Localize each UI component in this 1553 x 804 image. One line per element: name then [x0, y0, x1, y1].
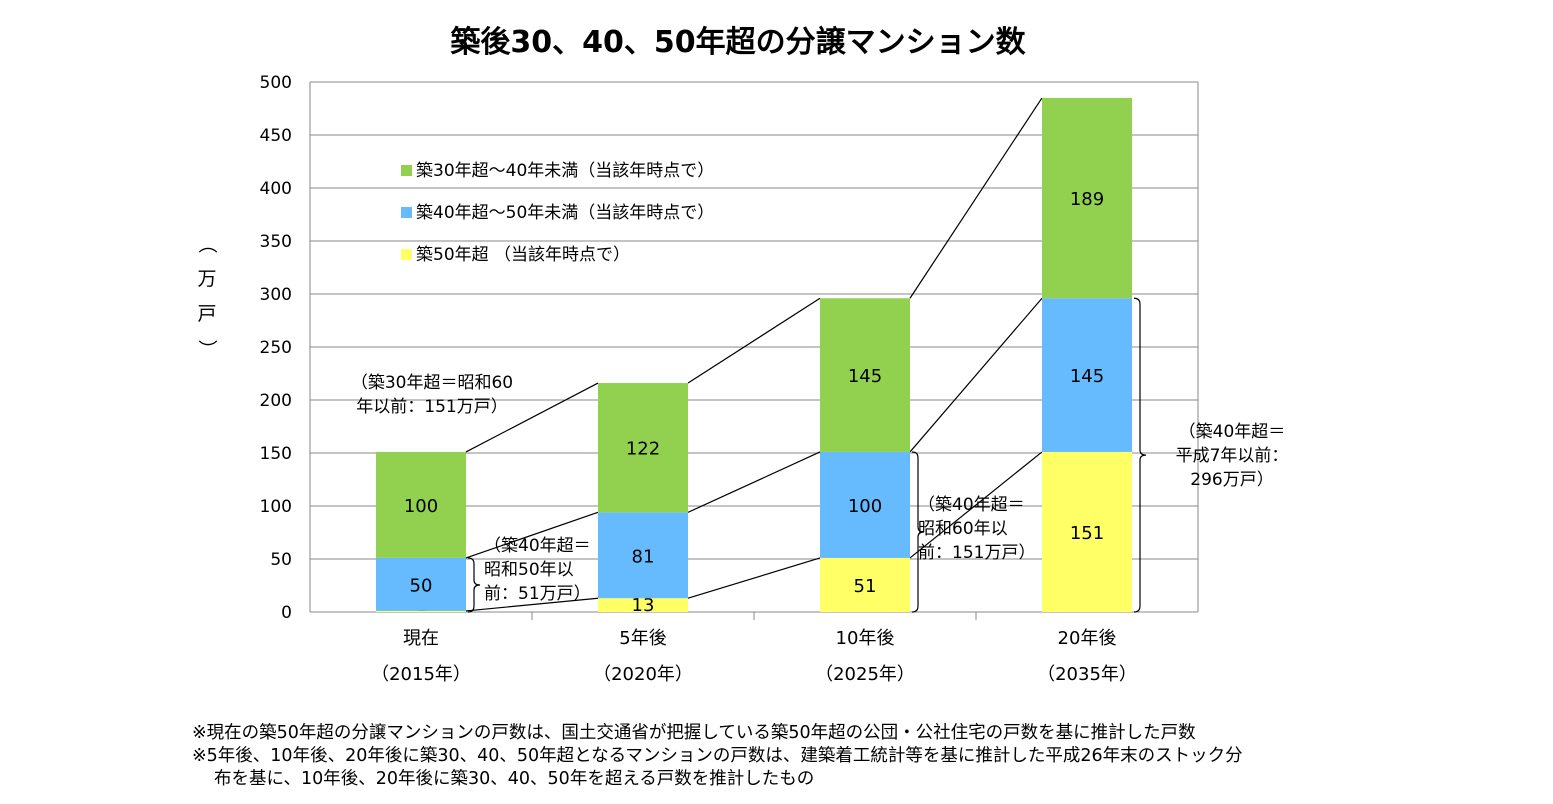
connector-lines	[465, 97, 1043, 612]
y-tick-label: 450	[260, 126, 292, 146]
chart: 築後30、40、50年超の分譲マンション数 0 50 100 150 200 250 300…	[196, 25, 1289, 685]
footnote-2: ※5年後、10年後、20年後に築30、40、50年超となるマンションの戸数は、建…	[192, 746, 1243, 766]
data-label: 51	[854, 576, 877, 597]
bracket	[1133, 297, 1147, 613]
bar-segment	[1042, 451, 1132, 612]
connector-line	[465, 382, 599, 453]
y-tick-label: 350	[260, 232, 292, 252]
x-tick-sublabel: （2020年）	[593, 664, 693, 685]
legend-swatch	[401, 249, 412, 260]
y-axis-label: （ 万戸 ）	[196, 234, 218, 358]
bars: 150100138112251100145151145189	[376, 97, 1132, 616]
data-label: 145	[848, 366, 882, 387]
y-tick-label: 500	[260, 73, 292, 93]
y-tick-label: 50	[270, 550, 292, 570]
x-tick-sublabel: （2015年）	[371, 664, 471, 685]
y-tick-label: 200	[260, 391, 292, 411]
x-tick-label: 10年後	[836, 628, 895, 649]
annotation-text: （築40年超＝	[484, 536, 591, 556]
annotation-text: 昭和60年以	[918, 519, 1008, 539]
x-axis: 現在 （2015年） 5年後 （2020年） 10年後 （2025年） 20年後 （2035年…	[371, 628, 1137, 685]
y-tick-label: 100	[260, 497, 292, 517]
bar-segment	[598, 383, 688, 513]
bar-segment	[1042, 298, 1132, 452]
legend-swatch	[401, 165, 412, 176]
annotation-text: （築40年超＝	[1179, 422, 1286, 442]
data-label: 13	[632, 595, 655, 616]
footnote-3: 布を基に、10年後、20年後に築30、40、50年を超える戸数を推計したもの	[214, 769, 815, 789]
y-axis-label-char: ）	[196, 339, 218, 358]
bar-segment	[820, 557, 910, 612]
annotation-text: 前：51万戸）	[484, 584, 591, 604]
bracket	[911, 451, 925, 613]
x-tick-label: 20年後	[1058, 628, 1117, 649]
legend-label: 築50年超 （当該年時点で）	[416, 245, 630, 265]
y-axis-label-char: （	[196, 234, 218, 253]
bracket	[467, 557, 481, 613]
y-axis-label-char: 万	[197, 268, 216, 290]
annotation-text: （築40年超＝	[918, 495, 1025, 515]
y-tick-label: 400	[260, 179, 292, 199]
y-axis-label-char: 戸	[197, 303, 216, 325]
data-label: 189	[1070, 189, 1104, 210]
data-label: 100	[848, 496, 882, 517]
bar-segment	[1042, 97, 1132, 299]
footnote-1: ※現在の築50年超の分譲マンションの戸数は、国土交通省が把握している築50年超の…	[192, 723, 1196, 743]
legend-label: 築40年超～50年未満（当該年時点で）	[416, 203, 714, 223]
connector-line	[687, 297, 821, 384]
annotation-text: 年以前：151万戸）	[356, 397, 507, 417]
data-label: 151	[1070, 523, 1104, 544]
data-label: 50	[410, 575, 433, 596]
legend-swatch	[401, 207, 412, 218]
connector-line	[465, 511, 599, 559]
annotation-text: 296万戸）	[1190, 470, 1273, 490]
chart-title: 築後30、40、50年超の分譲マンション数	[450, 25, 1026, 60]
connector-line	[465, 597, 599, 612]
brackets	[467, 297, 1147, 613]
bar-segment	[820, 298, 910, 452]
annotation-text: 昭和50年以	[484, 560, 574, 580]
x-tick-sublabel: （2025年）	[815, 664, 915, 685]
connector-line	[909, 451, 1043, 559]
connector-line	[687, 451, 821, 513]
annotation-text: 平成7年以前：	[1176, 446, 1289, 466]
y-tick-label: 250	[260, 338, 292, 358]
y-tick-label: 0	[281, 603, 292, 623]
bar-segment	[820, 451, 910, 558]
annotation-text: 前：151万戸）	[918, 543, 1035, 563]
legend-label: 築30年超～40年未満（当該年時点で）	[416, 161, 714, 181]
connector-line	[687, 557, 821, 599]
legend: 築30年超～40年未満（当該年時点で） 築40年超～50年未満（当該年時点で） 築5…	[401, 161, 714, 265]
y-axis: 0 50 100 150 200 250 300 350 400 450 500	[260, 73, 292, 623]
x-tick-sublabel: （2035年）	[1037, 664, 1137, 685]
bar-segment	[376, 610, 466, 612]
data-label: 145	[1070, 366, 1104, 387]
bar-segment	[598, 598, 688, 612]
data-label: 100	[404, 496, 438, 517]
footnotes: ※現在の築50年超の分譲マンションの戸数は、国土交通省が把握している築50年超の…	[192, 722, 1522, 791]
y-tick-label: 300	[260, 285, 292, 305]
x-tick-label: 現在	[403, 628, 439, 649]
bar-segment	[376, 557, 466, 611]
x-tick-label: 5年後	[619, 628, 666, 649]
data-label: 122	[626, 439, 660, 460]
bar-segment	[376, 451, 466, 558]
connector-line	[909, 297, 1043, 453]
y-tick-label: 150	[260, 444, 292, 464]
bar-segment	[598, 512, 688, 599]
data-label: 81	[632, 546, 655, 567]
annotation-text: （築30年超＝昭和60	[351, 373, 513, 393]
annotations: （築30年超＝昭和60 年以前：151万戸） （築40年超＝ 昭和50年以前：51万戸…	[351, 373, 1289, 604]
connector-line	[909, 97, 1043, 299]
